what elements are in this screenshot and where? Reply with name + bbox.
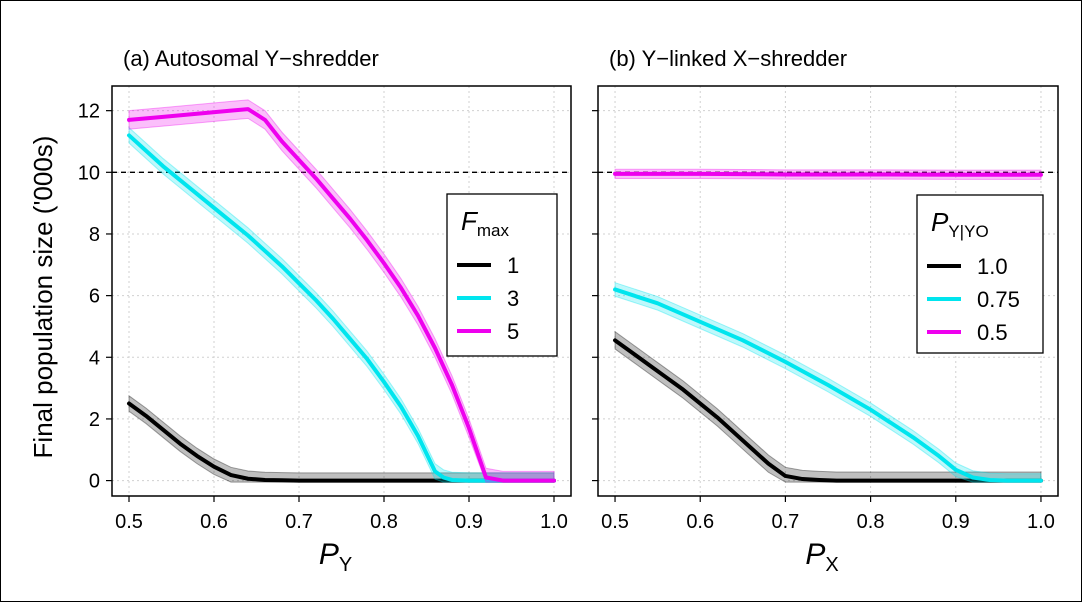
legend-label: 1.0 [977, 254, 1008, 279]
panel-b: 0.5 0.6 0.7 0.8 0.9 1.0 PX PY|YO 1.0 0.75 0.5 [592, 85, 1059, 576]
legend-label: 5 [507, 319, 519, 344]
y-tick-label: 10 [78, 162, 100, 184]
x-tick-label: 1.0 [1027, 511, 1055, 533]
series-line-magenta [127, 107, 556, 483]
legend-label: 3 [507, 286, 519, 311]
legend-title: PY|YO [931, 207, 989, 241]
x-tick-label: 0.9 [942, 511, 970, 533]
panel-b-title: (b) Y−linked X−shredder [609, 46, 847, 71]
series-line-black [613, 338, 1043, 483]
x-axis-label: PY [319, 538, 352, 576]
legend-title: Fmax [461, 206, 510, 240]
legend-label: 1 [507, 253, 519, 278]
series-line-magenta [613, 171, 1043, 177]
panel-border [111, 85, 572, 497]
panel-border [597, 85, 1059, 497]
y-tick-label: 12 [78, 101, 100, 123]
y-tick-label: 6 [89, 286, 100, 308]
legend: Fmax 1 3 5 [446, 193, 558, 357]
series-line-cyan [127, 133, 556, 483]
x-tick-label: 0.6 [200, 511, 228, 533]
x-tick-label: 0.6 [686, 511, 714, 533]
legend: PY|YO 1.0 0.75 0.5 [916, 194, 1044, 354]
legend-label: 0.5 [977, 320, 1008, 345]
series-line-cyan [613, 287, 1043, 483]
x-tick-label: 0.7 [285, 511, 313, 533]
series-line-black [127, 401, 556, 483]
x-tick-label: 0.5 [115, 511, 143, 533]
panel-a-title: (a) Autosomal Y−shredder [123, 46, 379, 71]
y-tick-label: 4 [89, 347, 100, 369]
x-tick-label: 0.9 [455, 511, 483, 533]
panel-a: 0 2 4 6 8 10 12 0.5 0.6 0.7 0.8 0.9 1.0 PY Fmax 1 3 5 [78, 85, 572, 576]
legend-box [916, 194, 1044, 354]
x-tick-label: 0.8 [857, 511, 885, 533]
y-tick-label: 8 [89, 224, 100, 246]
y-axis-label: Final population size ('000s) [28, 136, 58, 459]
legend-label: 0.75 [977, 287, 1020, 312]
x-axis-label: PX [805, 538, 838, 576]
x-tick-label: 0.5 [601, 511, 629, 533]
y-tick-label: 2 [89, 409, 100, 431]
series-band-black [614, 330, 1042, 483]
x-tick-label: 0.7 [772, 511, 800, 533]
x-tick-label: 0.8 [370, 511, 398, 533]
y-tick-label: 0 [89, 471, 100, 493]
x-tick-label: 1.0 [540, 511, 568, 533]
